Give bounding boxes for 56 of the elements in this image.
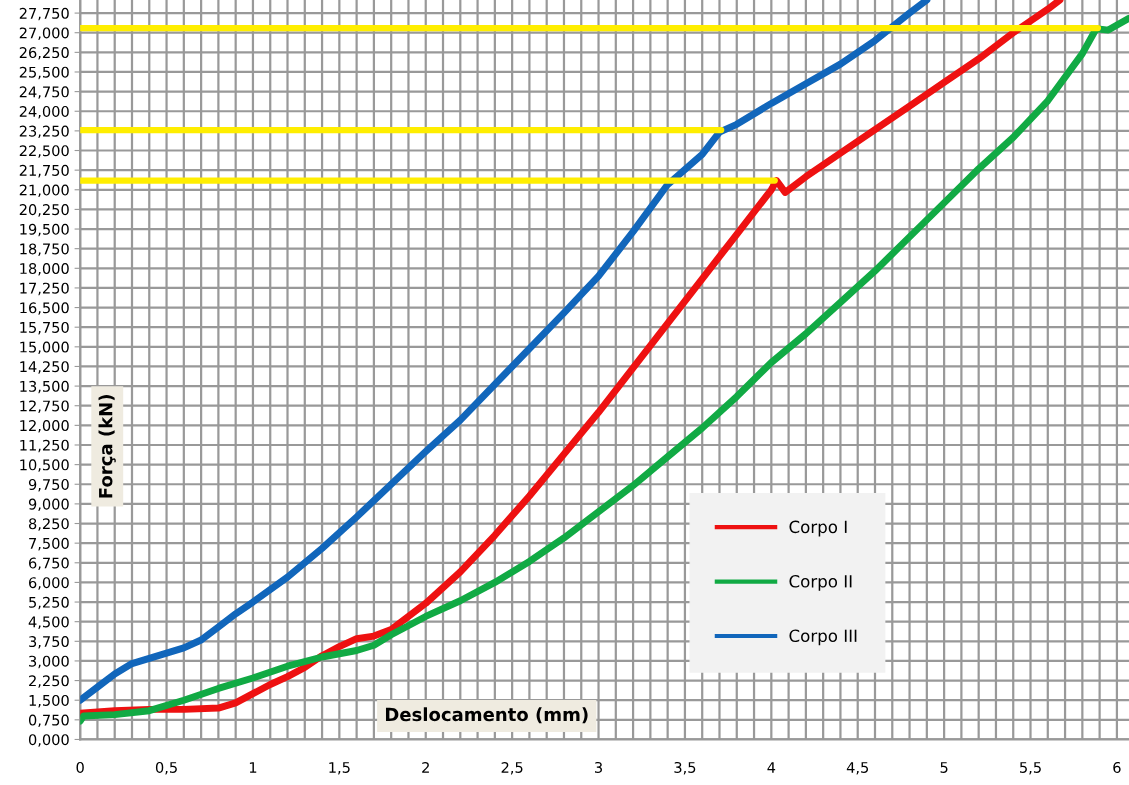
y-tick-label: 18,750 <box>20 243 69 256</box>
y-tick-label: 9,000 <box>28 498 69 512</box>
y-tick-label: 0,750 <box>28 714 69 728</box>
y-tick-label: 8,250 <box>28 518 69 531</box>
y-tick-label: 15,000 <box>20 341 69 355</box>
y-tick-label: 0,000 <box>28 734 69 747</box>
y-tick-label: 20,250 <box>19 204 69 217</box>
x-tick-label: 4,5 <box>846 762 869 775</box>
y-tick-label: 12,000 <box>20 420 69 433</box>
y-tick-label: 3,000 <box>29 655 69 669</box>
y-tick-label: 21,000 <box>19 184 69 198</box>
x-tick-label: 5 <box>940 762 948 773</box>
y-tick-label: 24,000 <box>19 105 69 119</box>
y-tick-label: 27,000 <box>19 27 69 40</box>
y-tick-label: 14,250 <box>20 361 69 374</box>
x-tick-label: 2,5 <box>501 761 523 775</box>
x-tick-label: 0,5 <box>155 761 177 775</box>
y-tick-label: 11,250 <box>20 439 69 453</box>
x-tick-label: 1 <box>249 762 257 773</box>
y-tick-label: 13,500 <box>20 380 69 394</box>
x-tick-label: 6 <box>1113 761 1121 773</box>
y-tick-label: 21,750 <box>19 164 69 178</box>
y-tick-label: 4,500 <box>28 616 69 629</box>
y-axis-title: Força (kN) <box>98 395 116 498</box>
y-tick-label: 7,500 <box>29 537 69 551</box>
y-tick-label: 9,750 <box>28 478 69 492</box>
x-tick-label: 5,5 <box>1020 762 1041 775</box>
y-tick-label: 25,500 <box>19 66 69 80</box>
y-tick-label: 22,500 <box>19 145 69 158</box>
y-tick-label: 15,750 <box>20 321 69 335</box>
legend-label: Corpo I <box>789 520 847 537</box>
legend-label: Corpo II <box>789 575 852 591</box>
y-tick-label: 18,000 <box>20 263 69 276</box>
y-tick-label: 6,750 <box>29 557 69 571</box>
y-tick-label: 17,250 <box>20 282 69 296</box>
y-tick-label: 26,250 <box>19 47 69 60</box>
y-tick-label: 12,750 <box>20 400 69 413</box>
y-tick-label: 6,000 <box>29 577 69 590</box>
y-tick-label: 1,500 <box>29 694 69 708</box>
y-tick-label: 3,750 <box>29 636 69 649</box>
y-tick-label: 27,750 <box>19 7 69 21</box>
y-tick-label: 5,250 <box>29 596 69 610</box>
legend-label: Corpo III <box>789 629 857 646</box>
x-tick-label: 1,5 <box>329 762 350 775</box>
y-tick-label: 16,500 <box>20 302 69 315</box>
y-tick-label: 2,250 <box>29 675 69 688</box>
x-tick-label: 3,5 <box>674 761 696 775</box>
x-tick-label: 4 <box>767 762 776 773</box>
x-tick-label: 3 <box>595 761 602 773</box>
x-tick-label: 0 <box>76 761 84 773</box>
y-tick-label: 24,750 <box>19 86 69 99</box>
y-tick-label: 10,500 <box>20 459 69 472</box>
y-tick-label: 19,500 <box>20 223 69 237</box>
x-axis-title: Deslocamento (mm) <box>385 707 588 724</box>
x-tick-label: 2 <box>422 761 429 773</box>
y-tick-label: 23,250 <box>19 125 69 139</box>
